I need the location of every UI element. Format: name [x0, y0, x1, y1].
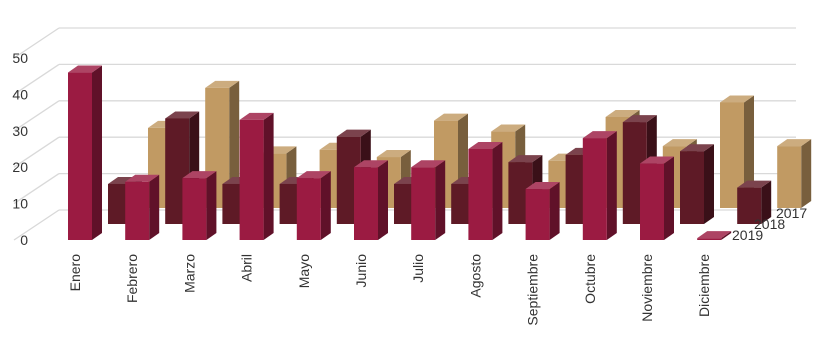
- x-tick-label: Marzo: [181, 254, 197, 293]
- bar-2019-noviembre: [640, 156, 674, 240]
- bar-2019-mayo: [296, 171, 331, 240]
- bar-2017-diciembre: [777, 139, 812, 208]
- bar-2019-diciembre: [697, 231, 732, 240]
- bar-2018-noviembre: [680, 144, 714, 224]
- gridline-side-20: [13, 136, 60, 168]
- bar-2019-octubre: [582, 131, 617, 240]
- series-label-2017: 2017: [776, 205, 807, 221]
- x-tick-label: Julio: [410, 254, 426, 283]
- y-tick-label: 50: [12, 50, 28, 66]
- bar-2018-diciembre: [737, 180, 772, 224]
- bar-2019-julio: [411, 160, 446, 240]
- series-label-2018: 2018: [754, 216, 785, 232]
- bars: [68, 65, 812, 240]
- y-axis-ticks: 0 10 20 30 40 50: [12, 50, 28, 248]
- gridline-side-40: [13, 63, 60, 95]
- bar-2019-junio: [354, 160, 388, 240]
- bar-2019-abril: [239, 112, 274, 240]
- bar-2019-septiembre: [525, 182, 560, 240]
- x-tick-label: Junio: [353, 254, 369, 288]
- series-label-2019: 2019: [732, 227, 763, 243]
- x-tick-label: Octubre: [582, 254, 598, 304]
- y-tick-label: 40: [12, 86, 28, 102]
- bar-2019-marzo: [182, 171, 217, 240]
- x-tick-label: Septiembre: [525, 254, 541, 326]
- y-tick-label: 20: [12, 159, 28, 175]
- x-tick-label: Mayo: [296, 254, 312, 288]
- gridline-side-30: [13, 100, 60, 132]
- x-tick-label: Febrero: [124, 254, 140, 303]
- y-tick-label: 10: [12, 196, 28, 212]
- x-tick-label: Diciembre: [696, 254, 712, 317]
- bar-2019-enero: [68, 65, 102, 240]
- x-tick-label: Noviembre: [639, 254, 655, 322]
- gridline-side-10: [13, 173, 60, 205]
- x-tick-label: Abril: [239, 254, 255, 282]
- x-axis-labels: Enero Febrero Marzo Abril Mayo Junio Julio Agos…: [67, 254, 712, 326]
- bar-2019-agosto: [468, 142, 503, 240]
- y-tick-label: 30: [12, 123, 28, 139]
- x-tick-label: Enero: [67, 254, 83, 292]
- bar-2019-febrero: [125, 174, 160, 240]
- gridline-side-0: [13, 209, 60, 241]
- x-tick-label: Agosto: [467, 254, 483, 298]
- y-tick-label: 0: [20, 232, 28, 248]
- gridline-side-50: [13, 27, 60, 59]
